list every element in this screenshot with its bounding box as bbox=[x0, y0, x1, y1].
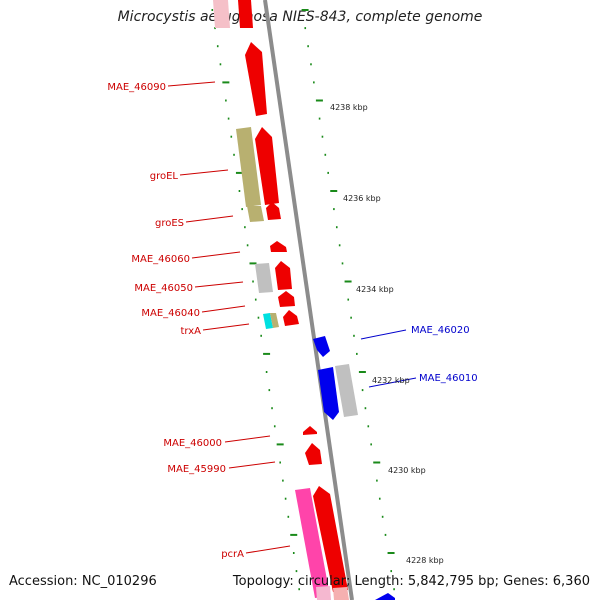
label-MAE_45990[interactable]: MAE_45990 bbox=[167, 464, 226, 475]
gene-groEL-neighbor-red[interactable] bbox=[255, 127, 279, 205]
label-MAE_46050[interactable]: MAE_46050 bbox=[134, 283, 193, 294]
forward-label-leaders bbox=[167, 81, 291, 554]
gene-MAE_46060[interactable] bbox=[270, 241, 287, 252]
gene-pcrA-neighbor-red[interactable] bbox=[313, 486, 348, 592]
scale-label-4236: 4236 kbp bbox=[343, 194, 381, 203]
outer-tick-track-left bbox=[211, 9, 300, 591]
scale-labels: 4238 kbp 4236 kbp 4234 kbp 4232 kbp 4230… bbox=[330, 103, 444, 565]
label-MAE_46000[interactable]: MAE_46000 bbox=[163, 438, 222, 449]
reverse-gene-labels: MAE_46020 MAE_46010 bbox=[411, 325, 478, 384]
reverse-label-leaders bbox=[360, 329, 417, 388]
label-trxA[interactable]: trxA bbox=[180, 326, 201, 337]
label-MAE_46010[interactable]: MAE_46010 bbox=[419, 373, 478, 384]
label-groES[interactable]: groES bbox=[155, 218, 184, 229]
gene-MAE_46090[interactable] bbox=[245, 42, 267, 116]
outer-tick-track-right bbox=[301, 9, 395, 591]
gene-trxA[interactable] bbox=[263, 313, 273, 329]
gene-pcrA[interactable] bbox=[295, 488, 330, 598]
scale-label-4228: 4228 kbp bbox=[406, 556, 444, 565]
gene-MAE_46040[interactable] bbox=[278, 291, 295, 307]
scale-label-4232: 4232 kbp bbox=[372, 376, 410, 385]
forward-gene-labels: MAE_46090 groEL groES MAE_46060 MAE_4605… bbox=[107, 82, 244, 560]
gene-groES-neighbor-red[interactable] bbox=[266, 202, 281, 220]
gene-features bbox=[213, 0, 395, 600]
gene-MAE_46020[interactable] bbox=[313, 336, 330, 357]
gene-MAE_45990[interactable] bbox=[305, 443, 322, 465]
genome-summary-text: Topology: circular; Length: 5,842,795 bp… bbox=[232, 574, 590, 589]
gene-MAE_46050[interactable] bbox=[255, 263, 273, 293]
gene-trxA-neighbor-olive[interactable] bbox=[270, 313, 279, 328]
label-pcrA[interactable]: pcrA bbox=[221, 549, 244, 560]
scale-label-4234: 4234 kbp bbox=[356, 285, 394, 294]
gene-MAE_46010-neighbor-gray[interactable] bbox=[335, 364, 358, 417]
gene-MAE_46000[interactable] bbox=[303, 426, 317, 435]
label-groEL[interactable]: groEL bbox=[150, 171, 179, 182]
label-MAE_46090[interactable]: MAE_46090 bbox=[107, 82, 166, 93]
gene-MAE_46050-red[interactable] bbox=[275, 261, 292, 290]
gene-bottom-faded-pink[interactable] bbox=[316, 586, 331, 600]
gene-bottom-blue[interactable] bbox=[375, 593, 395, 600]
gene-trxA-neighbor-red[interactable] bbox=[283, 310, 299, 326]
gene-top-clipped-red[interactable] bbox=[238, 0, 253, 28]
gene-MAE_46010[interactable] bbox=[318, 367, 339, 420]
label-MAE_46060[interactable]: MAE_46060 bbox=[131, 254, 190, 265]
scale-label-4230: 4230 kbp bbox=[388, 466, 426, 475]
genome-backbone bbox=[263, 0, 354, 600]
gene-top-clipped-pink[interactable] bbox=[213, 0, 230, 28]
map-title: Microcystis aeruginosa NIES-843, complet… bbox=[117, 9, 483, 25]
label-MAE_46020[interactable]: MAE_46020 bbox=[411, 325, 470, 336]
gene-groEL[interactable] bbox=[236, 127, 261, 207]
scale-label-4238: 4238 kbp bbox=[330, 103, 368, 112]
label-MAE_46040[interactable]: MAE_46040 bbox=[141, 308, 200, 319]
gene-bottom-faded-red[interactable] bbox=[333, 587, 349, 600]
accession-text: Accession: NC_010296 bbox=[9, 574, 157, 589]
gene-groES[interactable] bbox=[247, 206, 264, 222]
